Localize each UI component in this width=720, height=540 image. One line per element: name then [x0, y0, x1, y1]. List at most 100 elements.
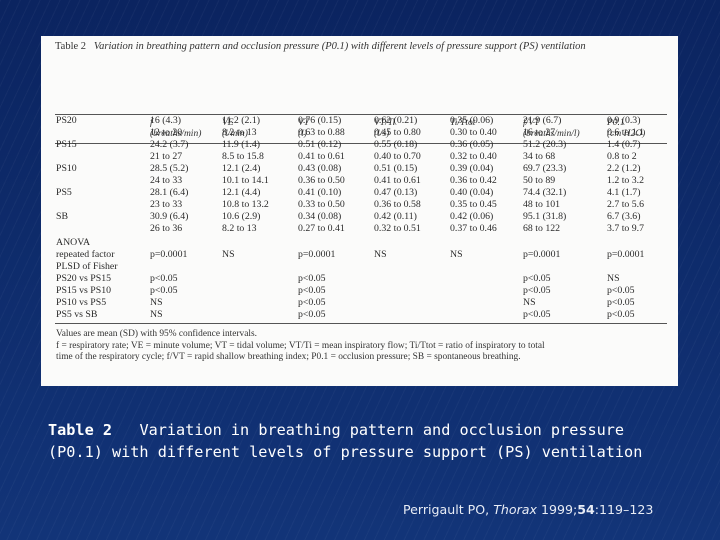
table-cell: 68 to 122 [523, 223, 561, 234]
table-cell: 50 to 89 [523, 175, 556, 186]
table-row: PS15 24.2 (3.7) 11.9 (1.4) 0.51 (0.12) 0.55 … [41, 139, 678, 151]
table-cell: p<0.05 [150, 273, 178, 284]
table-row: PS5 28.1 (6.4) 12.1 (4.4) 0.41 (0.10) 0.47 (… [41, 187, 678, 199]
column-header-unit: (cm H2O) [607, 129, 646, 139]
table-cell: PLSD of Fisher [56, 261, 118, 272]
citation-authors: Perrigault PO, [403, 502, 490, 517]
table-cell: 10.1 to 14.1 [222, 175, 269, 186]
column-header: VT (l) [298, 118, 309, 140]
table-title: Table 2 Variation in breathing pattern a… [55, 41, 665, 53]
table-cell: 0.30 to 0.40 [450, 127, 497, 138]
top-rule [55, 114, 667, 115]
table-cell: 0.34 (0.08) [298, 211, 342, 222]
table-cell: p=0.0001 [298, 249, 336, 260]
table-cell: 0.45 to 0.80 [374, 127, 421, 138]
table-cell: 0.6 to 1.1 [607, 127, 645, 138]
table-cell: 8.2 to 13 [222, 127, 257, 138]
citation: Perrigault PO, Thorax 1999;54:119–123 [403, 502, 653, 517]
table-cell: 6.7 (3.6) [607, 211, 641, 222]
table-cell: 0.41 (0.10) [298, 187, 342, 198]
table-cell: 1.4 (0.7) [607, 139, 641, 150]
table-cell: 0.32 to 0.51 [374, 223, 421, 234]
citation-volume: 54 [577, 502, 595, 517]
table-cell: PS20 vs PS15 [56, 273, 111, 284]
table-cell: 0.36 to 0.42 [450, 175, 497, 186]
table-cell: 16 (4.3) [150, 115, 182, 126]
note-line: f = respiratory rate; VE = minute volume… [56, 340, 545, 351]
table-row: ANOVA [41, 237, 678, 249]
table-cell: p<0.05 [523, 309, 551, 320]
table-cell: PS5 [56, 187, 72, 198]
table-title-text: Variation in breathing pattern and occlu… [93, 41, 586, 52]
table-cell: NS [150, 309, 163, 320]
table-cell: 8.2 to 13 [222, 223, 257, 234]
table-cell: 0.35 (0.06) [450, 115, 494, 126]
column-header-name: f [150, 118, 153, 128]
table-cell: 24 to 33 [150, 175, 183, 186]
table-cell: PS10 vs PS5 [56, 297, 107, 308]
note-line: time of the respiratory cycle; f/VT = ra… [56, 352, 521, 362]
column-header-unit: (breaths/min) [150, 129, 202, 139]
column-header-unit: (l/s) [374, 129, 390, 139]
table-cell: 0.9 (0.3) [607, 115, 641, 126]
table-cell: 95.1 (31.8) [523, 211, 567, 222]
table-cell: 0.47 (0.13) [374, 187, 418, 198]
table-cell: 28.1 (6.4) [150, 187, 189, 198]
table-cell: 26 to 36 [150, 223, 183, 234]
table-cell: NS [450, 249, 463, 260]
table-cell: 2.7 to 5.6 [607, 199, 645, 210]
table-cell: 0.40 (0.04) [450, 187, 494, 198]
table-row: PS20 16 (4.3) 11.2 (2.1) 0.76 (0.15) 0.62 (0… [41, 115, 678, 127]
table-row: PS15 vs PS10 p<0.05 p<0.05 p<0.05 p<0.05 [41, 285, 678, 297]
citation-pages: :119–123 [594, 502, 654, 517]
table-cell: 0.76 (0.15) [298, 115, 342, 126]
table-cell: ANOVA [56, 237, 91, 248]
caption-text: Variation in breathing pattern and occlu… [48, 421, 643, 461]
column-header-name: P0.1 [607, 118, 625, 128]
table-cell: p<0.05 [298, 309, 326, 320]
table-cell: 12.1 (2.4) [222, 163, 261, 174]
column-header-name: VT [298, 118, 310, 128]
table-cell: NS [607, 273, 620, 284]
table-cell: 0.55 (0.18) [374, 139, 418, 150]
table-image: Table 2 Variation in breathing pattern a… [41, 36, 678, 386]
table-cell: 0.39 (0.04) [450, 163, 494, 174]
table-cell: 0.62 (0.21) [374, 115, 418, 126]
citation-journal: Thorax [493, 502, 537, 517]
table-row: PLSD of Fisher [41, 261, 678, 273]
table-cell: PS5 vs SB [56, 309, 98, 320]
table-cell: 4.1 (1.7) [607, 187, 641, 198]
table-cell: 24.2 (3.7) [150, 139, 189, 150]
table-cell: 8.5 to 15.8 [222, 151, 264, 162]
table-cell: 12.1 (4.4) [222, 187, 261, 198]
table-cell: 0.27 to 0.41 [298, 223, 345, 234]
column-header: VT/Ti (l/s) [374, 118, 395, 140]
table-cell: 12 to 20 [150, 127, 183, 138]
table-cell: 0.42 (0.11) [374, 211, 417, 222]
table-cell: PS10 [56, 163, 77, 174]
table-cell: repeated factor [56, 249, 115, 260]
table-cell: 0.40 to 0.70 [374, 151, 421, 162]
table-cell: 0.42 (0.06) [450, 211, 494, 222]
table-cell: 21 to 27 [150, 151, 183, 162]
table-cell: 1.2 to 3.2 [607, 175, 645, 186]
bottom-rule [55, 323, 667, 324]
table-cell: SB [56, 211, 68, 222]
column-header-name: VT/Ti [374, 118, 396, 128]
column-header: Ti/Ttot [450, 118, 475, 129]
table-cell: 0.41 to 0.61 [298, 151, 345, 162]
table-cell: 0.51 (0.12) [298, 139, 342, 150]
table-cell: 0.43 (0.08) [298, 163, 342, 174]
slide-caption: Table 2 Variation in breathing pattern a… [48, 419, 688, 463]
table-cell: NS [222, 249, 235, 260]
table-cell: 0.32 to 0.40 [450, 151, 497, 162]
table-cell: 21.9 (6.7) [523, 115, 562, 126]
column-header-name: Ti/Ttot [450, 118, 476, 128]
column-header-unit: (l) [298, 129, 307, 139]
table-row: PS10 vs PS5 NS p<0.05 NS p<0.05 [41, 297, 678, 309]
table-cell: 0.37 to 0.46 [450, 223, 497, 234]
table-row: PS20 vs PS15 p<0.05 p<0.05 p<0.05 NS [41, 273, 678, 285]
table-row: 24 to 33 10.1 to 14.1 0.36 to 0.50 0.41 to … [41, 175, 678, 187]
table-cell: 16 to 27 [523, 127, 556, 138]
table-cell: 0.41 to 0.61 [374, 175, 421, 186]
